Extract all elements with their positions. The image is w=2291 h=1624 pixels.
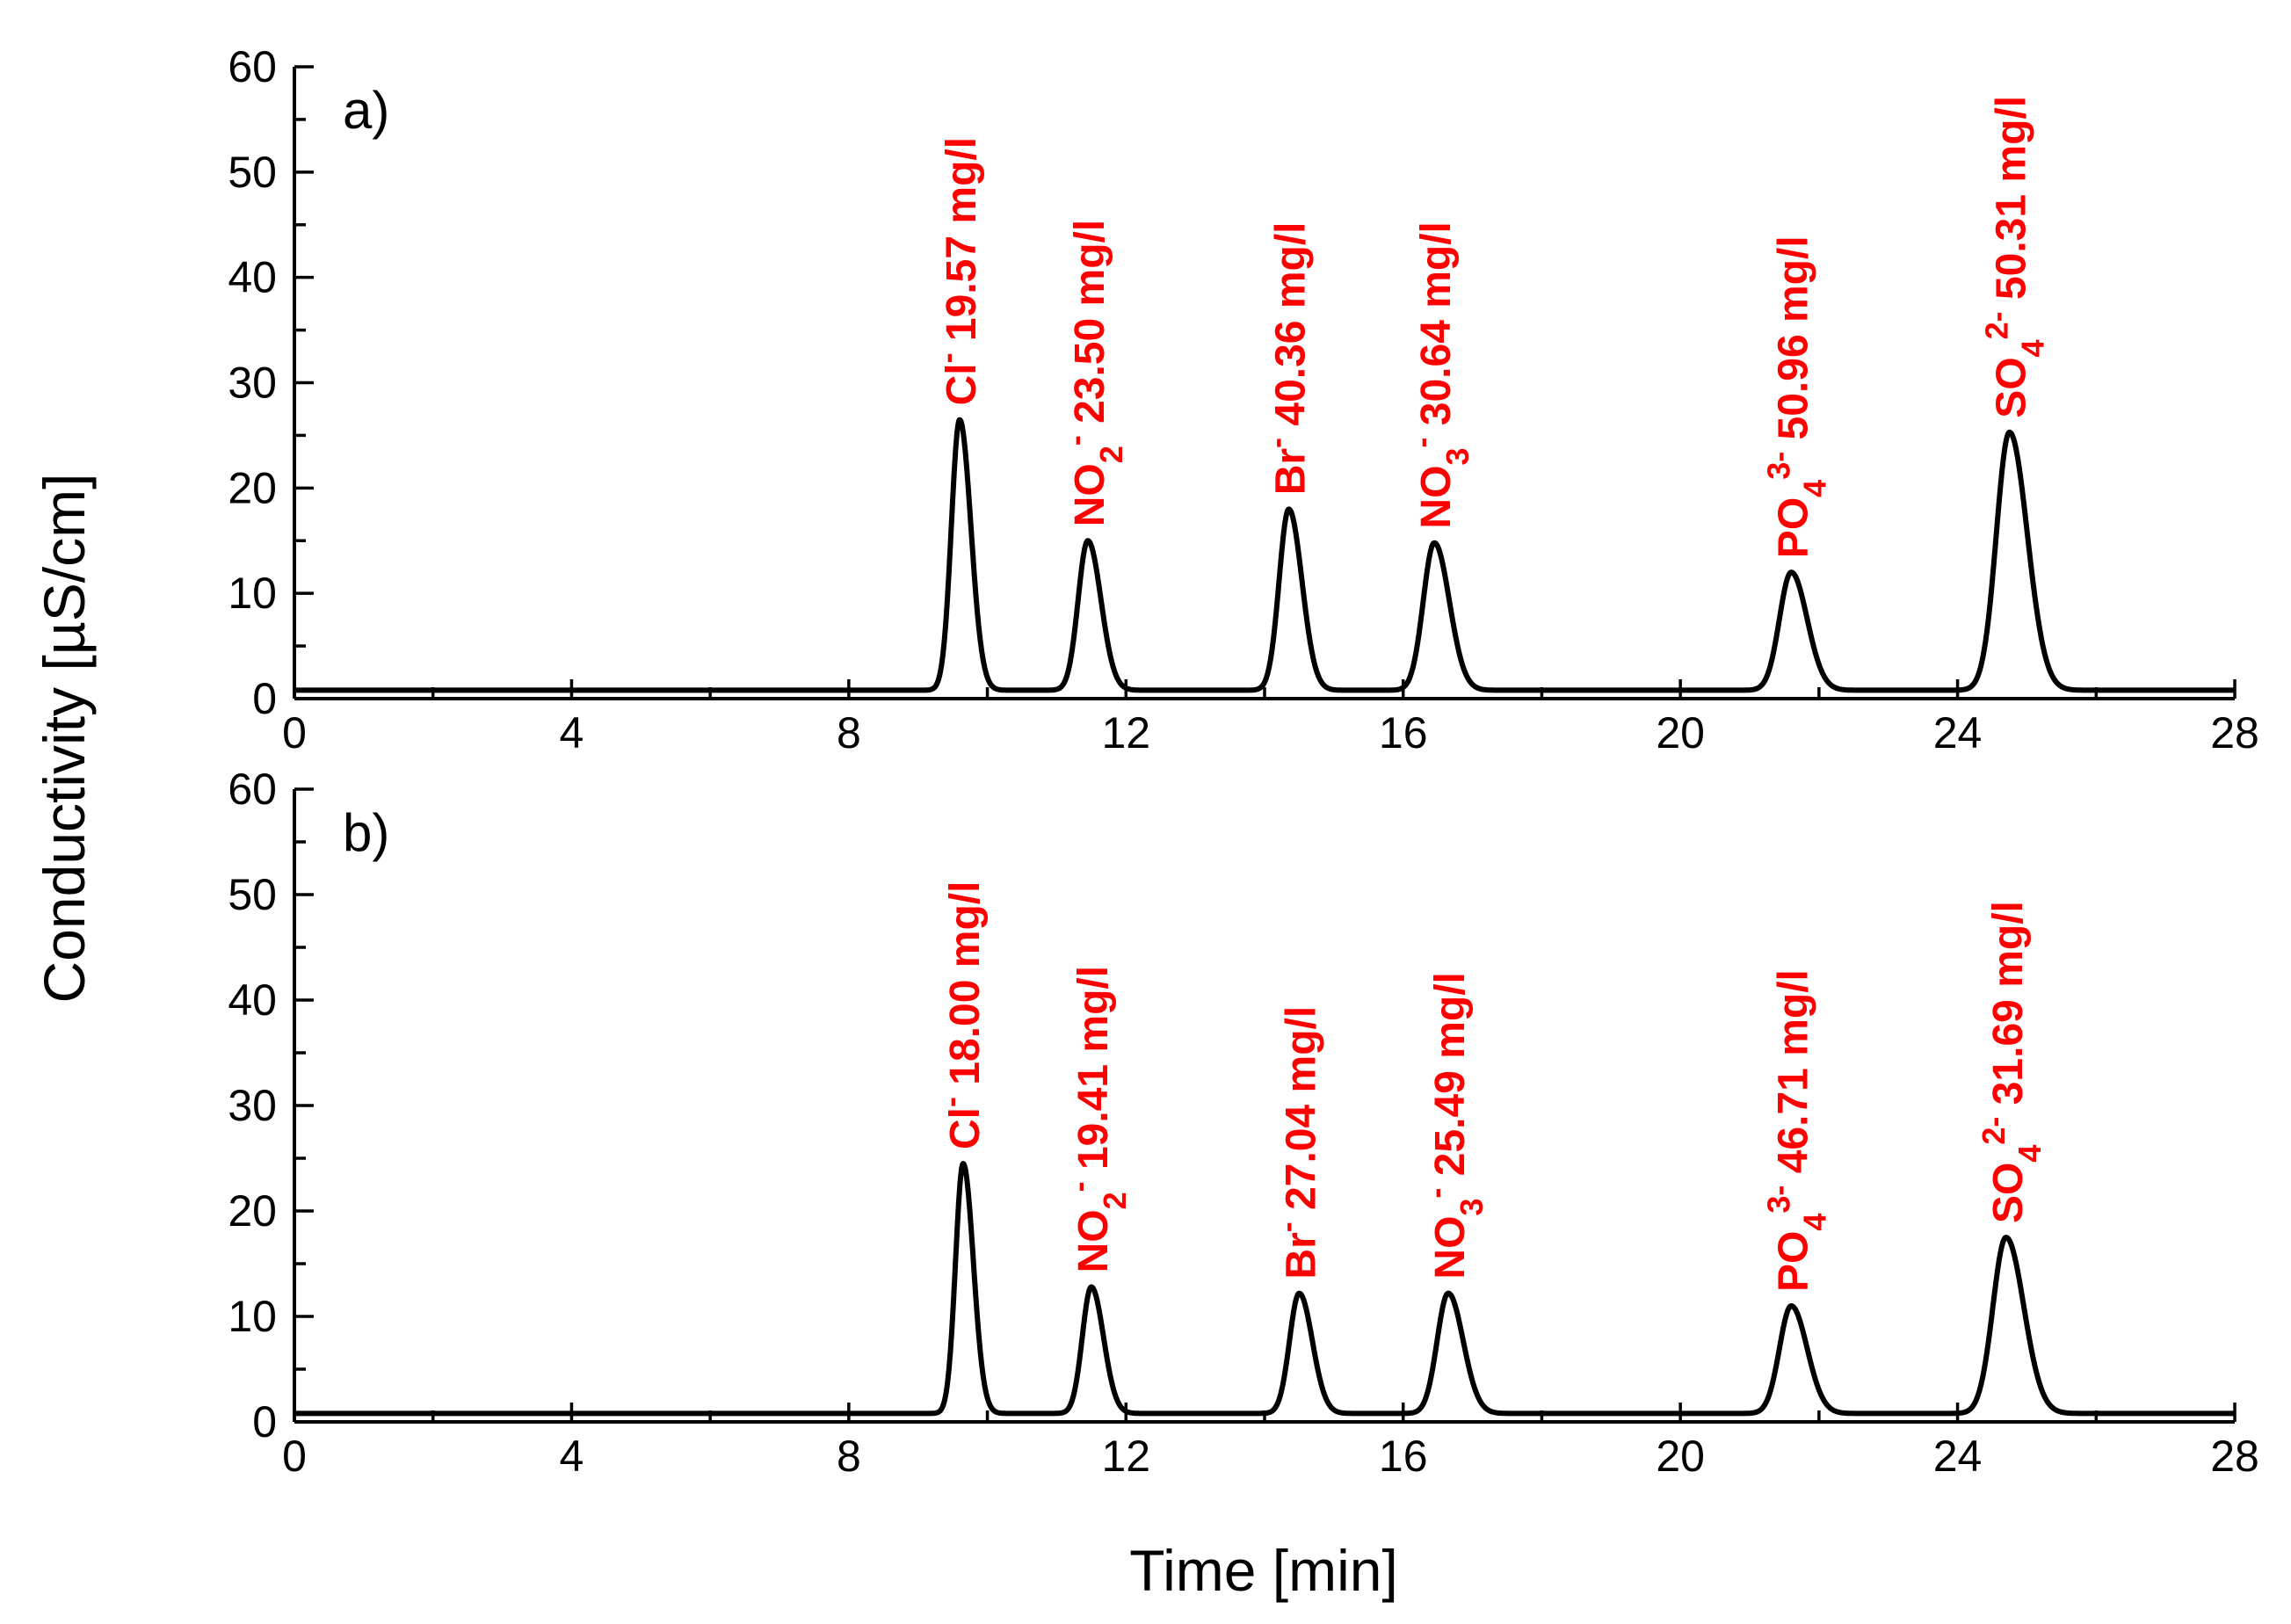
x-tick-label: 12 (1101, 708, 1150, 758)
ion-symbol: NO (1427, 1216, 1474, 1280)
peak-label: Br- 27.04 mg/l (1268, 1006, 1325, 1280)
ion-symbol: Cl (939, 363, 985, 405)
ion-symbol: Br (1278, 1232, 1324, 1279)
ion-charge: - (932, 1097, 968, 1107)
x-tick-label: 0 (282, 708, 307, 758)
ion-symbol: Cl (942, 1107, 989, 1149)
y-tick-label: 40 (228, 975, 277, 1025)
y-tick-label: 30 (228, 359, 277, 408)
y-tick-label: 20 (228, 463, 277, 512)
ion-charge: - (1268, 1222, 1304, 1232)
y-tick-label: 50 (228, 148, 277, 197)
peak-label: NO3- 25.49 mg/l (1417, 972, 1490, 1280)
ion-subscript: 4 (1796, 1214, 1832, 1231)
x-tick-label: 8 (837, 708, 861, 758)
x-tick-label: 24 (1933, 708, 1983, 758)
ion-symbol: NO (1413, 466, 1460, 529)
peak-label: SO42- 31.69 mg/l (1975, 901, 2047, 1223)
peak-label: SO42- 50.31 mg/l (1978, 96, 2050, 418)
x-tick-label: 28 (2210, 1432, 2259, 1481)
peak-concentration: 18.00 mg/l (942, 881, 989, 1097)
ion-charge: - (929, 352, 965, 363)
peak-concentration: 19.41 mg/l (1070, 966, 1117, 1181)
x-tick-label: 20 (1656, 708, 1705, 758)
x-tick-label: 16 (1379, 1432, 1428, 1481)
y-tick-label: 30 (228, 1081, 277, 1130)
ion-subscript: 2 (1092, 446, 1128, 463)
y-tick-label: 0 (252, 1397, 277, 1446)
ion-charge: - (1403, 438, 1439, 448)
x-tick-label: 0 (282, 1432, 307, 1481)
ion-subscript: 2 (1096, 1192, 1132, 1209)
ion-symbol: PO (1770, 1231, 1816, 1292)
ion-charge: 2- (1978, 311, 2014, 339)
peak-concentration: 50.96 mg/l (1770, 236, 1816, 451)
ion-charge: - (1060, 1181, 1096, 1192)
ion-symbol: PO (1770, 497, 1816, 558)
peak-label: PO43- 50.96 mg/l (1760, 236, 1832, 558)
peak-label: Br- 40.36 mg/l (1258, 221, 1315, 495)
ion-subscript: 3 (1454, 1199, 1490, 1216)
ion-symbol: SO (1985, 1163, 2032, 1223)
x-tick-label: 8 (837, 1432, 861, 1481)
x-tick-label: 12 (1101, 1432, 1150, 1481)
panel-label: a) (343, 81, 389, 140)
x-tick-label: 16 (1379, 708, 1428, 758)
peak-concentration: 23.50 mg/l (1067, 220, 1113, 435)
ion-subscript: 4 (2011, 1145, 2047, 1163)
peak-label: Cl- 19.57 mg/l (929, 137, 986, 405)
chromatogram-trace (292, 1161, 2237, 1417)
x-tick-label: 28 (2210, 708, 2259, 758)
peak-concentration: 19.57 mg/l (939, 137, 985, 352)
ion-symbol: Br (1268, 448, 1315, 495)
ion-charge: 3- (1760, 452, 1796, 480)
peak-concentration: 46.71 mg/l (1770, 969, 1816, 1185)
y-tick-label: 60 (228, 765, 277, 814)
y-tick-label: 60 (228, 42, 277, 91)
peak-concentration: 30.64 mg/l (1413, 221, 1460, 437)
ion-subscript: 4 (1796, 480, 1832, 497)
x-axis-title: Time [min] (1129, 1538, 1398, 1603)
peak-concentration: 50.31 mg/l (1989, 96, 2035, 311)
peak-label: NO2- 19.41 mg/l (1060, 966, 1132, 1273)
ion-charge: - (1258, 438, 1294, 448)
ion-symbol: SO (1989, 357, 2035, 417)
ion-symbol: NO (1067, 463, 1113, 526)
y-tick-label: 10 (228, 1292, 277, 1341)
peak-label: NO2- 23.50 mg/l (1056, 220, 1128, 527)
peak-concentration: 27.04 mg/l (1278, 1006, 1324, 1222)
ion-charge: 3- (1760, 1185, 1796, 1214)
y-tick-label: 40 (228, 253, 277, 302)
ion-charge: - (1056, 435, 1092, 446)
ion-subscript: 3 (1439, 448, 1475, 466)
peak-label: PO43- 46.71 mg/l (1760, 969, 1832, 1292)
ion-charge: - (1417, 1188, 1454, 1199)
peak-concentration: 40.36 mg/l (1268, 221, 1315, 437)
peak-concentration: 31.69 mg/l (1985, 901, 2032, 1116)
x-tick-label: 4 (560, 708, 584, 758)
x-tick-label: 4 (560, 1432, 584, 1481)
ion-subscript: 4 (2014, 339, 2050, 357)
chromatogram-trace (292, 417, 2237, 693)
y-tick-label: 10 (228, 569, 277, 618)
ion-charge: 2- (1975, 1117, 2011, 1145)
peak-label: Cl- 18.00 mg/l (932, 881, 990, 1149)
y-tick-label: 0 (252, 674, 277, 723)
panel-label: b) (343, 803, 389, 862)
y-tick-label: 50 (228, 870, 277, 919)
y-tick-label: 20 (228, 1186, 277, 1236)
peak-label: NO3- 30.64 mg/l (1403, 221, 1475, 529)
x-tick-label: 20 (1656, 1432, 1705, 1481)
peak-concentration: 25.49 mg/l (1427, 972, 1474, 1187)
ion-symbol: NO (1070, 1209, 1117, 1272)
x-tick-label: 24 (1933, 1432, 1983, 1481)
y-axis-title: Conductivity [µS/cm] (32, 474, 97, 1004)
